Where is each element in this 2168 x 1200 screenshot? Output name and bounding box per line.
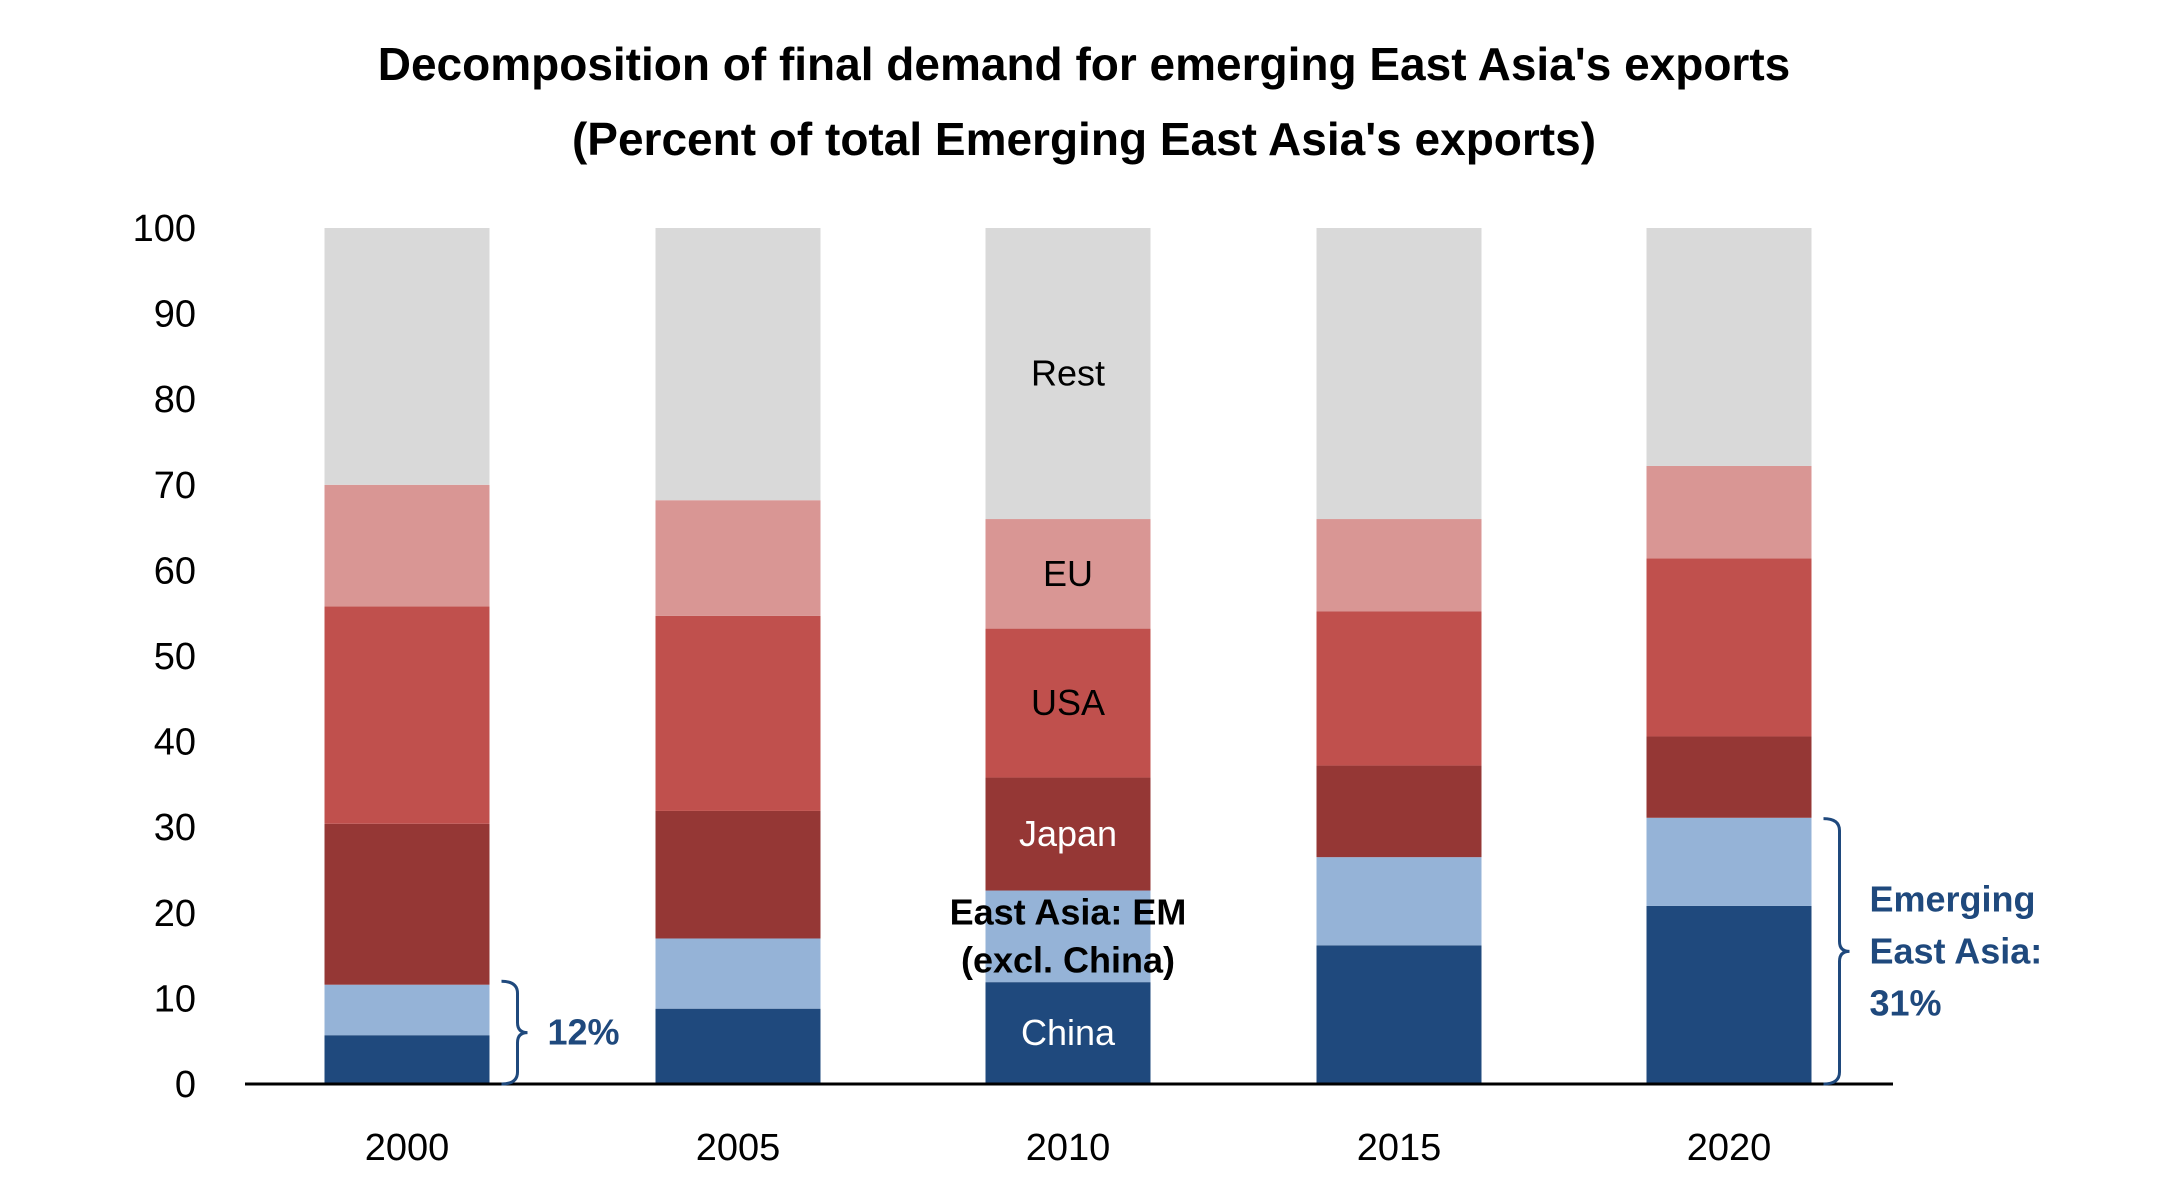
segment-label: Japan: [1019, 813, 1117, 854]
bar-segment-eu: [324, 484, 490, 607]
bracket-annotation: [501, 979, 528, 1086]
bar-segment-china: [985, 982, 1151, 1084]
segment-label: China: [1021, 1012, 1116, 1053]
x-tick-label: 2010: [1026, 1127, 1111, 1169]
segment-label: East Asia: EM: [950, 891, 1187, 932]
chart-subtitle: (Percent of total Emerging East Asia's e…: [572, 113, 1596, 165]
bar-segment-eu: [655, 500, 821, 616]
bracket-annotation: [1823, 817, 1850, 1086]
y-tick-label: 100: [133, 208, 196, 250]
bar-segment-japan: [655, 810, 821, 939]
x-tick-label: 2000: [365, 1127, 450, 1169]
bar-segment-rest: [655, 228, 821, 501]
segment-label: (excl. China): [961, 939, 1175, 980]
bar-segment-usa: [1316, 611, 1482, 766]
bar-segment-usa: [655, 615, 821, 811]
chart-title: Decomposition of final demand for emergi…: [378, 38, 1791, 90]
bar-segment-japan: [985, 777, 1151, 891]
bar-segment-japan: [1316, 765, 1482, 858]
annotation-label: 12%: [548, 1012, 620, 1053]
y-tick-label: 40: [154, 722, 196, 764]
y-tick-label: 70: [154, 465, 196, 507]
bar-segment-east-asia-em-excl-china-: [985, 890, 1151, 983]
bar-segment-eu: [1316, 519, 1482, 612]
bar-segment-east-asia-em-excl-china-: [1646, 817, 1812, 906]
y-tick-label: 50: [154, 636, 196, 678]
bar-segment-japan: [324, 823, 490, 985]
annotation-label: Emerging: [1870, 878, 2036, 919]
x-tick-label: 2015: [1357, 1127, 1442, 1169]
x-tick-label: 2005: [696, 1127, 781, 1169]
bar-segment-china: [1646, 905, 1812, 1084]
y-tick-label: 90: [154, 294, 196, 336]
y-tick-label: 20: [154, 893, 196, 935]
bar-segment-eu: [985, 519, 1151, 629]
y-tick-label: 80: [154, 379, 196, 421]
bar-segment-eu: [1646, 465, 1812, 559]
y-tick-label: 30: [154, 807, 196, 849]
bar-segment-usa: [1646, 558, 1812, 737]
bar-segment-rest: [985, 228, 1151, 520]
bar-segment-east-asia-em-excl-china-: [1316, 857, 1482, 946]
x-tick-label: 2020: [1687, 1127, 1772, 1169]
segment-label: EU: [1043, 553, 1093, 594]
annotation-label: East Asia:: [1870, 930, 2043, 971]
bar-segment-usa: [324, 606, 490, 824]
y-tick-label: 10: [154, 978, 196, 1020]
segment-label: USA: [1031, 682, 1105, 723]
y-tick-label: 0: [175, 1064, 196, 1106]
annotation-label: 31%: [1870, 982, 1942, 1023]
bar-segment-rest: [324, 228, 490, 485]
bar-segment-rest: [1316, 228, 1482, 520]
bar-segment-east-asia-em-excl-china-: [324, 984, 490, 1036]
bar-segment-china: [324, 1035, 490, 1084]
bar-segment-japan: [1646, 736, 1812, 818]
bar-segment-east-asia-em-excl-china-: [655, 938, 821, 1009]
bar-segment-rest: [1646, 228, 1812, 466]
y-tick-label: 60: [154, 550, 196, 592]
bar-segment-china: [1316, 945, 1482, 1084]
segment-label: Rest: [1031, 353, 1105, 394]
bar-segment-usa: [985, 628, 1151, 778]
bar-segment-china: [655, 1008, 821, 1084]
